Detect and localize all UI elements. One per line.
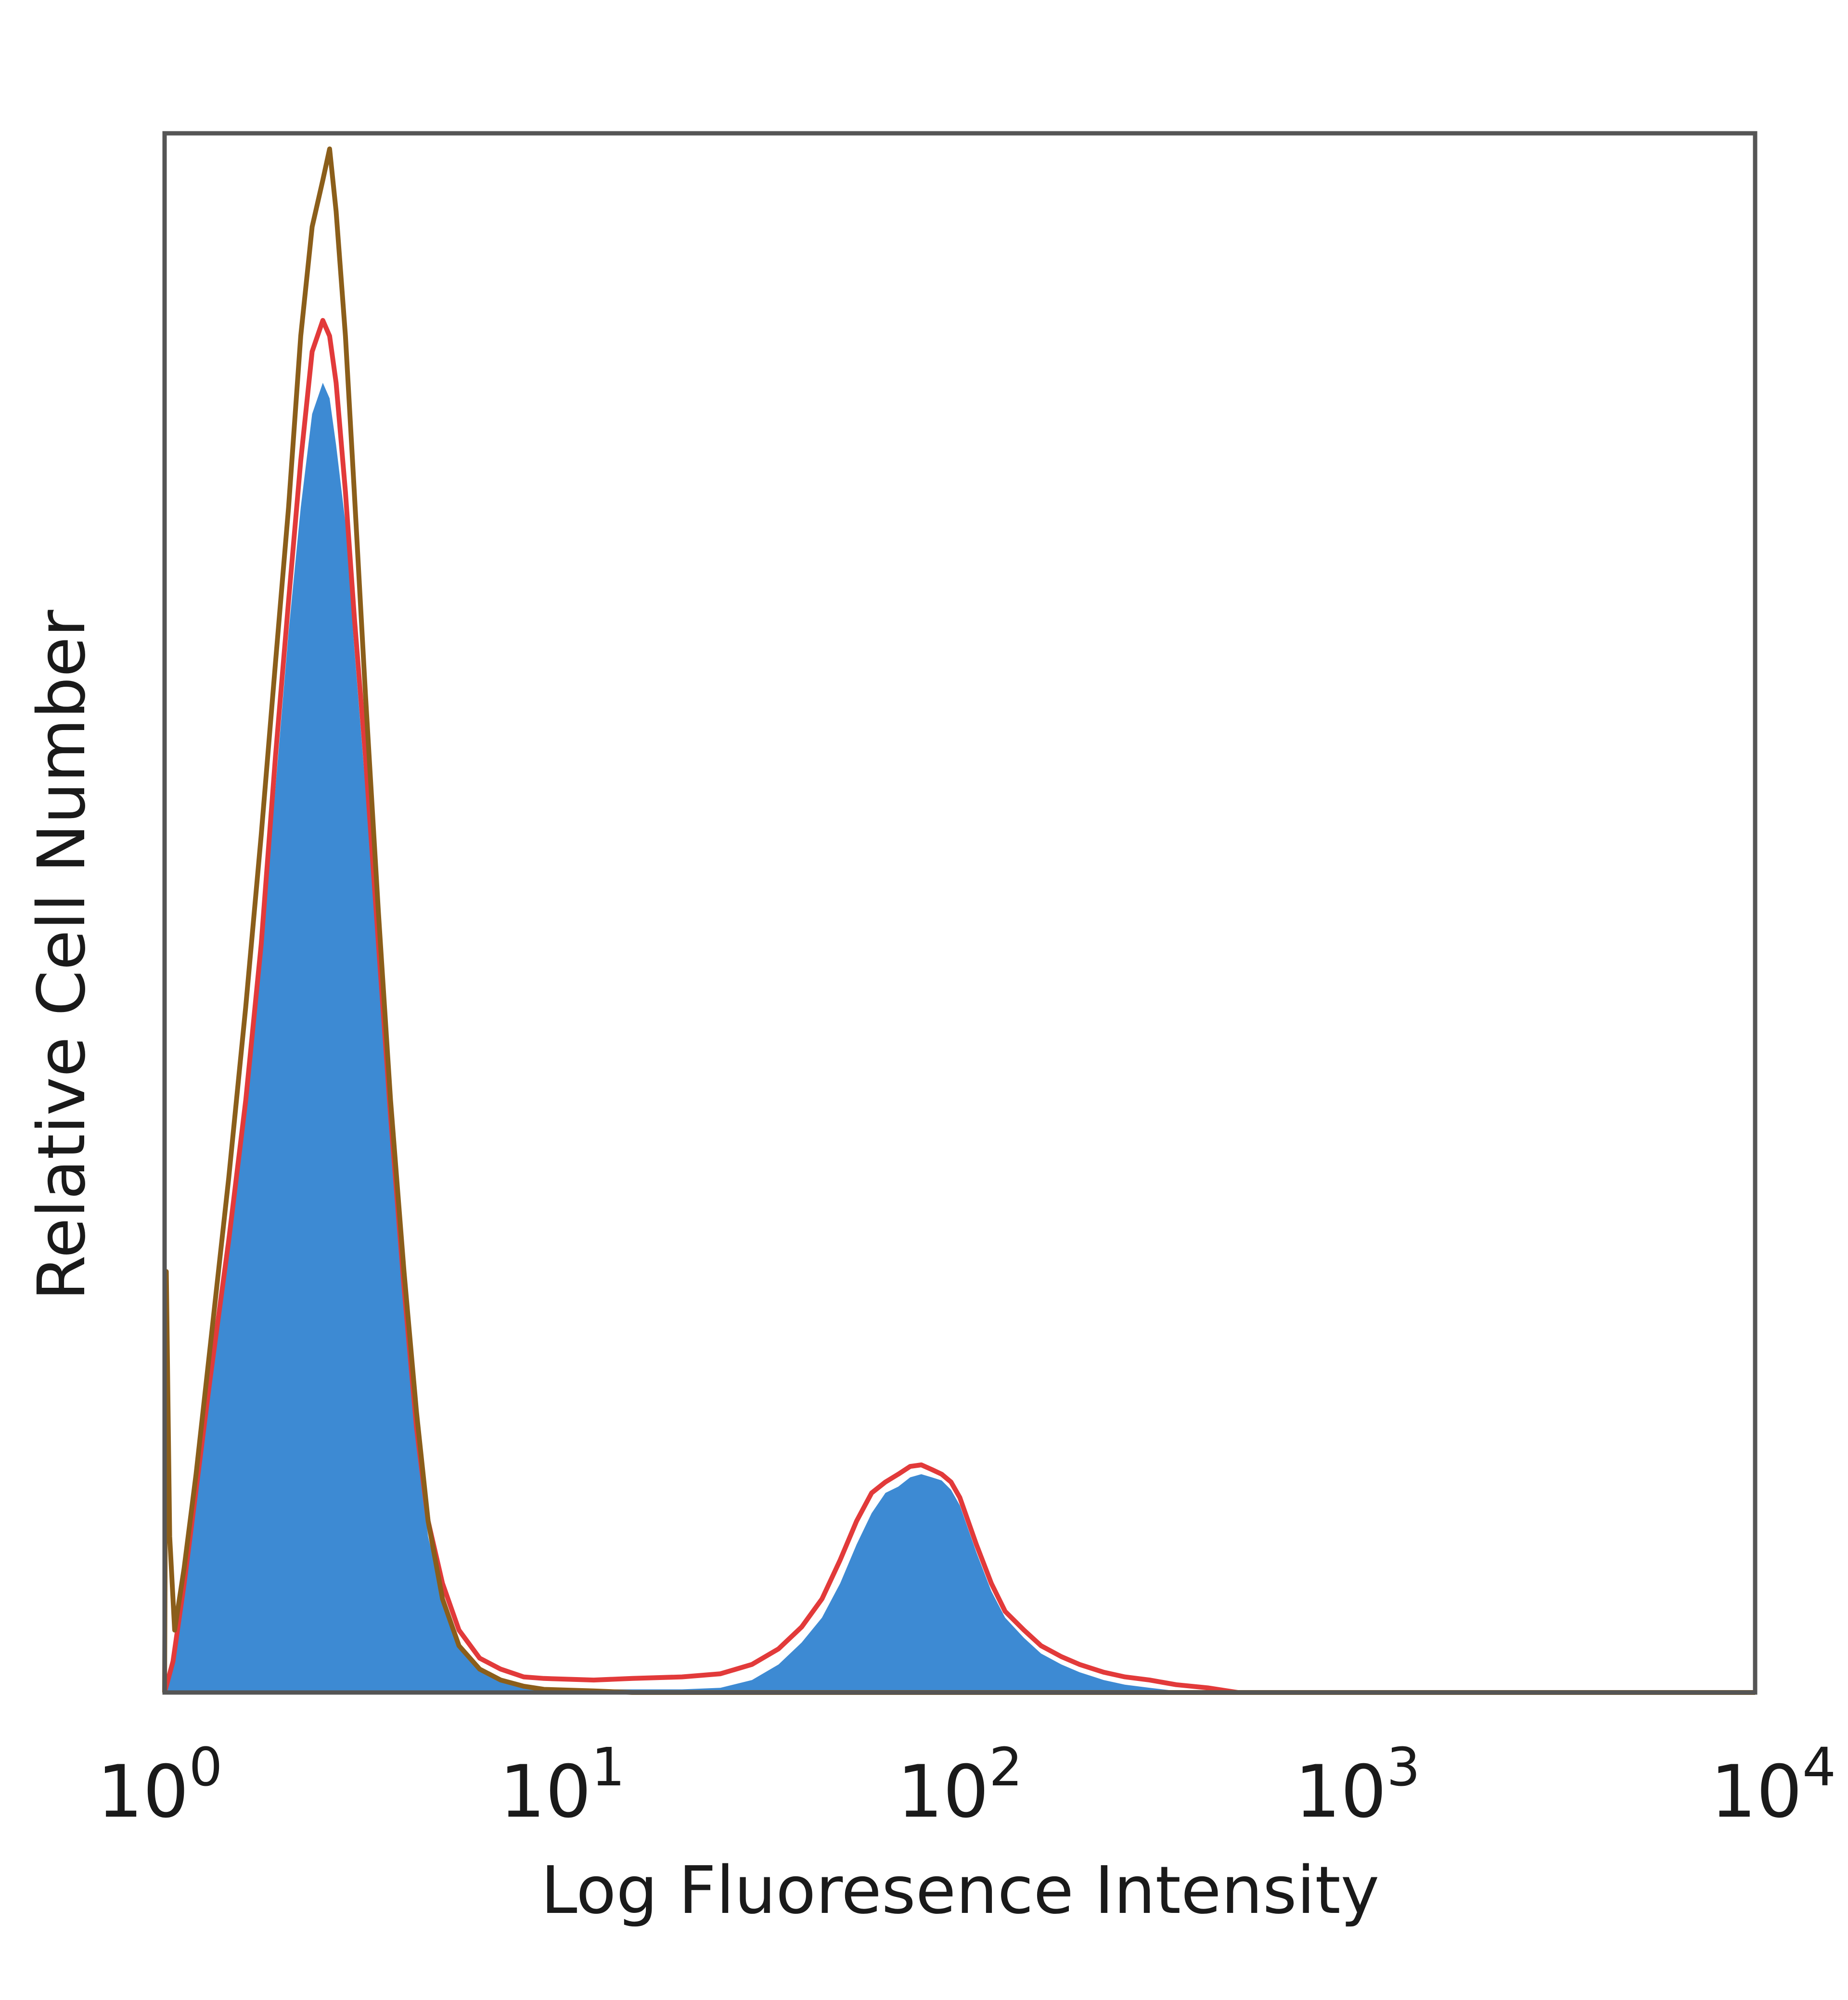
plot-frame	[162, 131, 1758, 1695]
y-axis-title: Relative Cell Number	[24, 610, 100, 1301]
x-tick-label: 102	[897, 1736, 1023, 1834]
x-tick-labels: 100 101 102 103 104	[97, 1736, 1836, 1834]
x-tick-label: 103	[1295, 1736, 1420, 1834]
series-1-area	[165, 383, 1755, 1693]
series-layer	[162, 146, 1755, 1695]
x-tick-label: 104	[1710, 1736, 1836, 1834]
x-axis-title: Log Fluoresence Intensity	[541, 1853, 1380, 1929]
x-tick-label: 100	[97, 1736, 223, 1834]
series-2-line	[162, 318, 1755, 1695]
x-tick-label: 101	[500, 1736, 625, 1834]
series-3-line	[162, 146, 1755, 1695]
